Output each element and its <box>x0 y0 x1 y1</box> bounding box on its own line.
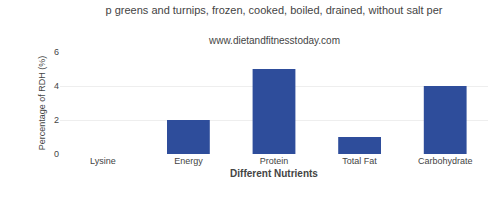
svg-text:6: 6 <box>54 47 59 57</box>
svg-text:Energy: Energy <box>174 156 203 166</box>
svg-text:Protein: Protein <box>260 156 289 166</box>
svg-text:Different Nutrients: Different Nutrients <box>230 168 318 179</box>
svg-text:www.dietandfitnesstoday.com: www.dietandfitnesstoday.com <box>208 35 340 46</box>
svg-text:Carbohydrate: Carbohydrate <box>418 156 473 166</box>
svg-text:p greens and turnips, frozen,: p greens and turnips, frozen, cooked, bo… <box>106 4 443 16</box>
svg-text:Lysine: Lysine <box>90 156 116 166</box>
svg-text:Percentage of RDH (%): Percentage of RDH (%) <box>37 56 47 151</box>
svg-text:2: 2 <box>54 115 59 125</box>
svg-text:Total Fat: Total Fat <box>342 156 377 166</box>
svg-text:0: 0 <box>54 149 59 159</box>
svg-text:4: 4 <box>54 81 59 91</box>
